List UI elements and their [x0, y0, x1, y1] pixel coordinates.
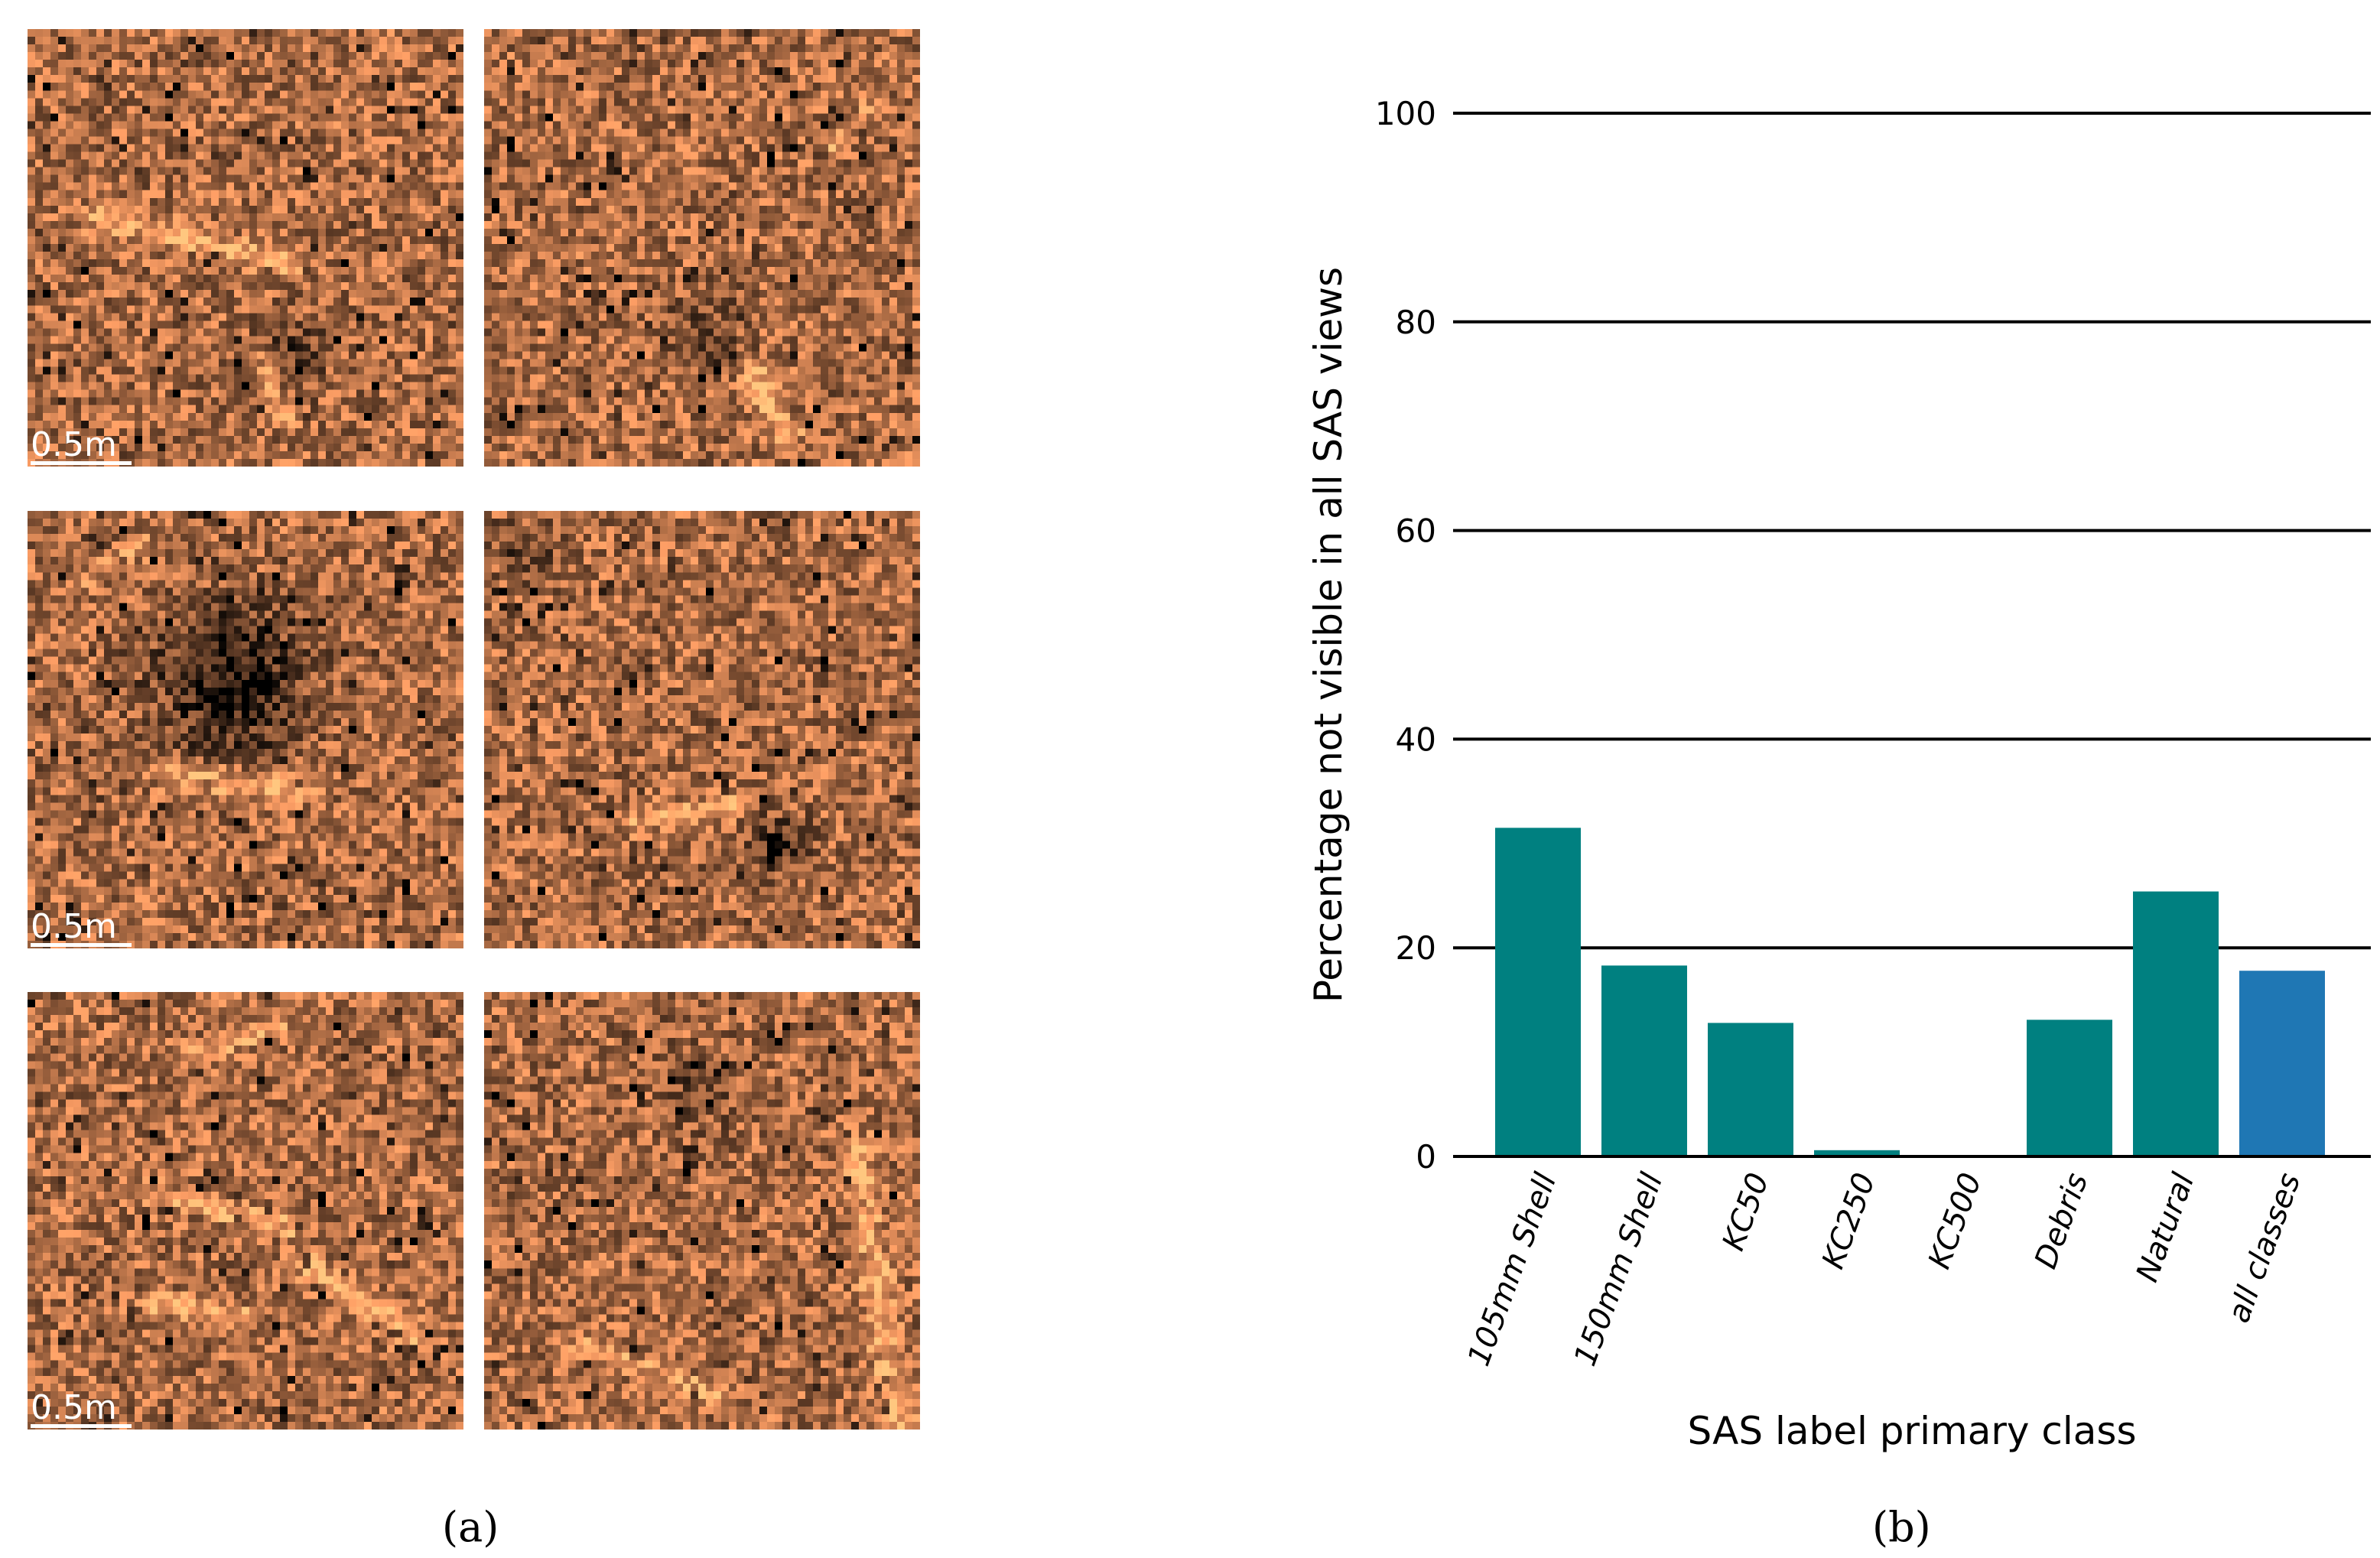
- y-tick-label-0: 0: [1416, 1138, 1436, 1176]
- scale-bar: [31, 461, 132, 465]
- x-tick-label: 105mm Shell: [1461, 1169, 1564, 1371]
- scale-bar: [31, 1424, 132, 1428]
- sas-image: [484, 29, 920, 467]
- sas-image: [28, 511, 463, 948]
- x-tick-label: 150mm Shell: [1568, 1169, 1670, 1371]
- caption-a: (a): [442, 1503, 499, 1551]
- y-axis-label: Percentage not visible in all SAS views: [1306, 267, 1351, 1003]
- y-tick-label-80: 80: [1396, 304, 1436, 341]
- sas-image: [28, 992, 463, 1430]
- bar-kc250: [1814, 1150, 1900, 1156]
- x-tick-label: Debris: [2028, 1169, 2095, 1273]
- sas-tile-r3-c1: 0.5m: [28, 992, 463, 1430]
- sas-tile-r1-c1: 0.5m: [28, 29, 463, 467]
- x-tick-label: KC50: [1716, 1169, 1777, 1255]
- bar-105mm-shell: [1495, 828, 1581, 1156]
- y-tick-label-100: 100: [1375, 95, 1436, 132]
- y-tick-label-60: 60: [1396, 512, 1436, 550]
- bar-natural: [2133, 891, 2219, 1156]
- bar-all-classes: [2239, 971, 2325, 1156]
- sas-image: [28, 29, 463, 467]
- x-tick-label: all classes: [2221, 1169, 2307, 1328]
- sas-image: [484, 511, 920, 948]
- scale-bar-label: 0.5m: [31, 1388, 117, 1427]
- bar-kc50: [1708, 1023, 1793, 1156]
- sas-tile-r2-c1: 0.5m: [28, 511, 463, 948]
- sas-tile-r2-c2: [484, 511, 920, 948]
- sas-tile-r3-c2: [484, 992, 920, 1430]
- scale-bar: [31, 943, 132, 947]
- x-tick-label: Natural: [2130, 1169, 2202, 1286]
- scale-bar-label: 0.5m: [31, 425, 117, 464]
- sas-image-grid: 0.5m 0.5m 0.5m: [0, 0, 941, 1453]
- caption-b: (b): [1872, 1503, 1931, 1551]
- bar-150mm-shell: [1601, 965, 1687, 1156]
- sas-image: [484, 992, 920, 1430]
- x-tick-label: KC250: [1816, 1169, 1882, 1273]
- scale-bar-label: 0.5m: [31, 907, 117, 946]
- x-axis-label: SAS label primary class: [1687, 1409, 2136, 1453]
- x-tick-label: KC500: [1922, 1169, 1988, 1273]
- bar-debris: [2027, 1020, 2112, 1156]
- y-tick-label-40: 40: [1396, 720, 1436, 758]
- bar-chart: 0 20 40 60 80 100 105mm Shell 150mm Shell KC50 KC…: [1306, 95, 2371, 1453]
- y-tick-label-20: 20: [1396, 929, 1436, 967]
- sas-tile-r1-c2: [484, 29, 920, 467]
